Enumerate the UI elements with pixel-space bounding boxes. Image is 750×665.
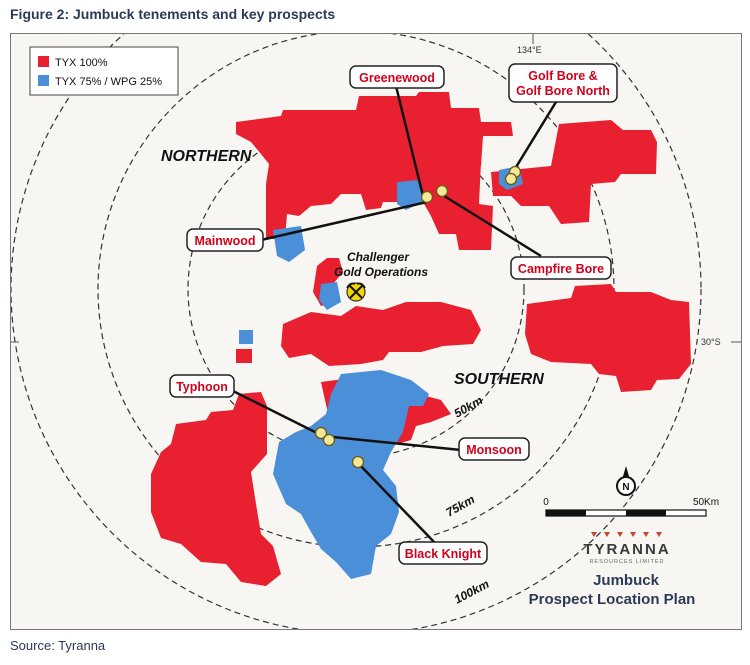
scale-bar: 0 50Km bbox=[543, 497, 719, 517]
jv-southern bbox=[273, 370, 429, 579]
scale-start: 0 bbox=[543, 497, 549, 508]
east-block bbox=[525, 284, 691, 392]
operation-name: Challenger bbox=[347, 250, 410, 264]
svg-text:Golf Bore &: Golf Bore & bbox=[528, 69, 597, 83]
plan-title-1: Jumbuck bbox=[593, 572, 660, 589]
point-black-knight bbox=[351, 455, 365, 469]
region-southern: SOUTHERN bbox=[454, 371, 544, 388]
label-mainwood: Mainwood bbox=[186, 228, 264, 252]
jv-parcel-1 bbox=[239, 330, 253, 344]
svg-text:Campfire Bore: Campfire Bore bbox=[518, 262, 604, 276]
leader-lines bbox=[232, 85, 558, 545]
mine-pickaxe-icon bbox=[346, 282, 366, 302]
operation-subname: Gold Operations bbox=[334, 265, 428, 279]
ring-100km bbox=[11, 34, 702, 629]
point-greenewood bbox=[420, 190, 434, 204]
tyranna-logo: TYRANNA RESOURCES LIMITED bbox=[583, 532, 670, 565]
legend-swatch-jv bbox=[38, 75, 49, 86]
svg-text:TYRANNA: TYRANNA bbox=[583, 541, 670, 558]
scale-end: 50Km bbox=[693, 497, 719, 508]
label-black-knight: Black Knight bbox=[398, 541, 488, 565]
central-south-block bbox=[281, 302, 481, 366]
southwest-block bbox=[151, 392, 281, 586]
tyx-100-tenements bbox=[151, 92, 691, 586]
svg-text:Mainwood: Mainwood bbox=[194, 234, 255, 248]
svg-text:RESOURCES LIMITED: RESOURCES LIMITED bbox=[589, 559, 664, 565]
svg-text:Golf Bore North: Golf Bore North bbox=[516, 84, 610, 98]
leader-typhoon bbox=[232, 389, 324, 438]
small-parcel-1 bbox=[236, 349, 252, 363]
jv-greenewood bbox=[397, 180, 423, 210]
svg-text:Black Knight: Black Knight bbox=[405, 547, 482, 561]
ring-label-75km: 75km bbox=[444, 492, 478, 520]
small-parcel-2 bbox=[218, 413, 232, 427]
legend-swatch-tyx bbox=[38, 56, 49, 67]
leader-black-knight bbox=[356, 461, 437, 545]
label-typhoon: Typhoon bbox=[169, 374, 235, 398]
prospect-points bbox=[314, 165, 522, 469]
prospect-labels: Greenewood Golf Bore & Golf Bore North M… bbox=[169, 63, 618, 565]
leader-golf-bore bbox=[511, 101, 558, 173]
point-typhoon bbox=[314, 426, 328, 440]
point-golf-bore-2 bbox=[504, 172, 518, 186]
northern-block bbox=[236, 92, 513, 239]
longitude-label: 134°E bbox=[517, 45, 542, 55]
label-golf-bore: Golf Bore & Golf Bore North bbox=[508, 63, 618, 103]
legend-label-jv: TYX 75% / WPG 25% bbox=[55, 76, 162, 88]
figure-title: Figure 2: Jumbuck tenements and key pros… bbox=[10, 6, 336, 22]
point-monsoon bbox=[322, 433, 336, 447]
latitude-label: 30°S bbox=[701, 337, 721, 347]
map-frame: 134°E 30°S bbox=[10, 33, 742, 630]
region-northern: NORTHERN bbox=[161, 148, 252, 165]
central-east-block bbox=[421, 162, 493, 250]
leader-mainwood bbox=[260, 200, 428, 242]
label-greenewood: Greenewood bbox=[349, 65, 445, 89]
svg-text:Typhoon: Typhoon bbox=[176, 380, 228, 394]
grid-ticks bbox=[11, 34, 741, 343]
leader-monsoon bbox=[322, 434, 462, 452]
point-campfire-bore bbox=[435, 184, 449, 198]
label-campfire-bore: Campfire Bore bbox=[510, 256, 612, 280]
jv-central bbox=[319, 282, 341, 310]
svg-text:Greenewood: Greenewood bbox=[359, 71, 435, 85]
plan-title-2: Prospect Location Plan bbox=[529, 591, 696, 608]
legend: TYX 100% TYX 75% / WPG 25% bbox=[29, 46, 179, 96]
svg-text:N: N bbox=[622, 482, 629, 493]
leader-greenewood bbox=[394, 85, 425, 197]
north-arrow-icon: N bbox=[616, 466, 636, 496]
svg-text:Monsoon: Monsoon bbox=[466, 443, 522, 457]
legend-label-tyx: TYX 100% bbox=[55, 57, 108, 69]
prospect-map: 134°E 30°S bbox=[11, 34, 741, 629]
northeast-block bbox=[491, 120, 657, 224]
ring-label-50km: 50km bbox=[452, 393, 486, 421]
ring-label-100km: 100km bbox=[452, 577, 492, 607]
leader-campfire-bore bbox=[440, 192, 542, 258]
label-monsoon: Monsoon bbox=[458, 437, 530, 461]
source-note: Source: Tyranna bbox=[10, 638, 106, 653]
